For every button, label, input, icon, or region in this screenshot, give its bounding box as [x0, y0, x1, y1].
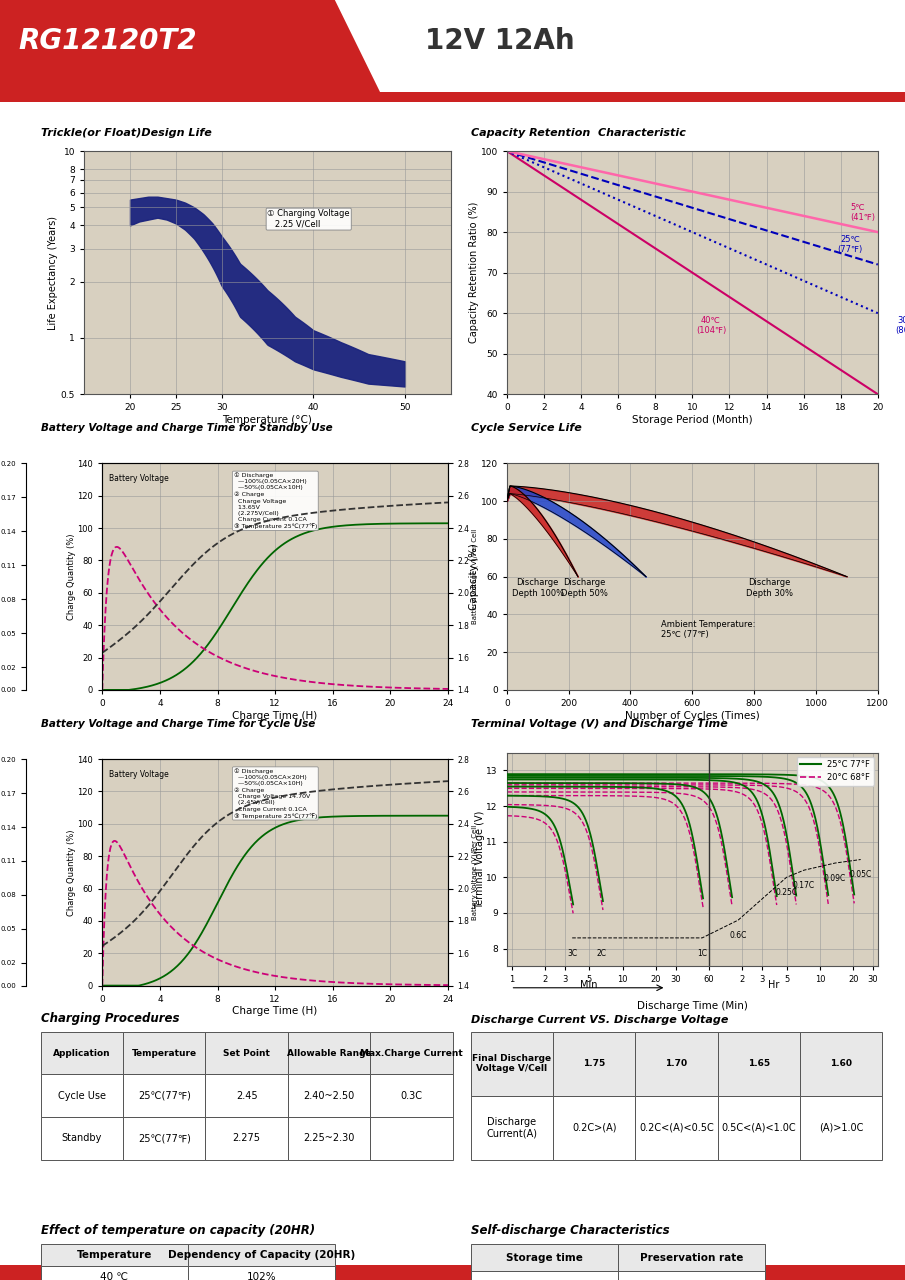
Text: Discharge Current VS. Discharge Voltage: Discharge Current VS. Discharge Voltage	[471, 1015, 728, 1025]
Text: 2C: 2C	[597, 948, 607, 957]
Legend: 25°C 77°F, 20°C 68°F: 25°C 77°F, 20°C 68°F	[796, 756, 873, 786]
Text: Capacity Retention  Characteristic: Capacity Retention Characteristic	[471, 128, 685, 138]
Y-axis label: Battery Voltage (V)/Per Cell: Battery Voltage (V)/Per Cell	[472, 529, 478, 625]
Text: Hr: Hr	[768, 979, 779, 989]
Text: 0.17C: 0.17C	[793, 881, 814, 890]
Text: 3C: 3C	[567, 948, 577, 957]
Text: 0.09C: 0.09C	[824, 874, 846, 883]
Text: Battery Voltage: Battery Voltage	[110, 475, 169, 484]
Text: Battery Voltage and Charge Time for Cycle Use: Battery Voltage and Charge Time for Cycl…	[41, 719, 315, 730]
Y-axis label: Capacity Retention Ratio (%): Capacity Retention Ratio (%)	[469, 202, 479, 343]
Text: Discharge
Depth 100%: Discharge Depth 100%	[511, 579, 564, 598]
Text: ① Discharge
  —100%(0.05CA×20H)
  —50%(0.05CA×10H)
② Charge
  Charge Voltage 14.: ① Discharge —100%(0.05CA×20H) —50%(0.05C…	[233, 768, 317, 819]
Text: Battery Voltage: Battery Voltage	[110, 771, 169, 780]
X-axis label: Temperature (°C): Temperature (°C)	[223, 415, 312, 425]
Text: 5℃
(41℉): 5℃ (41℉)	[850, 202, 875, 221]
Text: Discharge
Depth 30%: Discharge Depth 30%	[746, 579, 793, 598]
Y-axis label: Capacity (%): Capacity (%)	[469, 543, 479, 611]
Text: Cycle Service Life: Cycle Service Life	[471, 424, 581, 434]
FancyBboxPatch shape	[0, 92, 905, 102]
Text: Discharge Time (Min): Discharge Time (Min)	[637, 1001, 748, 1011]
FancyBboxPatch shape	[0, 1265, 905, 1280]
X-axis label: Charge Time (H): Charge Time (H)	[233, 1006, 318, 1016]
Y-axis label: Charge Quantity (%): Charge Quantity (%)	[67, 829, 76, 915]
Text: ① Charging Voltage
   2.25 V/Cell: ① Charging Voltage 2.25 V/Cell	[268, 210, 350, 229]
Text: RG12120T2: RG12120T2	[18, 27, 196, 55]
Text: 30℃
(86℉): 30℃ (86℉)	[895, 316, 905, 335]
Text: 0.25C: 0.25C	[776, 888, 797, 897]
Text: 1C: 1C	[697, 948, 707, 957]
Text: Terminal Voltage (V) and Discharge Time: Terminal Voltage (V) and Discharge Time	[471, 719, 728, 730]
Text: 40℃
(104℉): 40℃ (104℉)	[696, 316, 726, 335]
Text: Effect of temperature on capacity (20HR): Effect of temperature on capacity (20HR)	[41, 1224, 315, 1238]
Y-axis label: Battery Voltage (V)/Per Cell: Battery Voltage (V)/Per Cell	[472, 824, 478, 920]
Y-axis label: Charge Quantity (%): Charge Quantity (%)	[67, 534, 76, 620]
Text: 0.05C: 0.05C	[850, 870, 872, 879]
Text: Ambient Temperature:
25℃ (77℉): Ambient Temperature: 25℃ (77℉)	[662, 620, 756, 639]
Text: Min: Min	[580, 979, 597, 989]
Text: Charging Procedures: Charging Procedures	[41, 1011, 179, 1025]
Text: 12V 12Ah: 12V 12Ah	[425, 27, 575, 55]
Text: Self-discharge Characteristics: Self-discharge Characteristics	[471, 1224, 669, 1238]
Text: ① Discharge
  —100%(0.05CA×20H)
  —50%(0.05CA×10H)
② Charge
  Charge Voltage
  1: ① Discharge —100%(0.05CA×20H) —50%(0.05C…	[233, 472, 317, 530]
X-axis label: Storage Period (Month): Storage Period (Month)	[632, 415, 753, 425]
Polygon shape	[0, 0, 380, 92]
Text: 0.6C: 0.6C	[729, 931, 747, 940]
Y-axis label: Terminal Voltage (V): Terminal Voltage (V)	[475, 810, 485, 909]
Text: Trickle(or Float)Design Life: Trickle(or Float)Design Life	[41, 128, 212, 138]
Text: Discharge
Depth 50%: Discharge Depth 50%	[561, 579, 607, 598]
Y-axis label: Life Expectancy (Years): Life Expectancy (Years)	[48, 215, 58, 330]
X-axis label: Number of Cycles (Times): Number of Cycles (Times)	[625, 710, 759, 721]
X-axis label: Charge Time (H): Charge Time (H)	[233, 710, 318, 721]
Text: 25℃
(77℉): 25℃ (77℉)	[837, 236, 862, 255]
Text: Battery Voltage and Charge Time for Standby Use: Battery Voltage and Charge Time for Stan…	[41, 424, 332, 434]
